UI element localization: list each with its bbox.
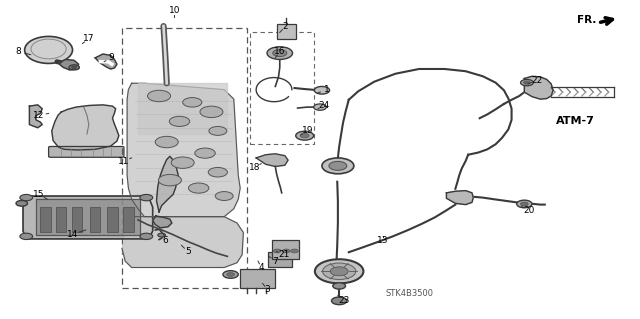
Circle shape <box>227 272 234 276</box>
Circle shape <box>158 233 166 237</box>
Bar <box>122 28 246 288</box>
Circle shape <box>291 249 298 253</box>
Text: 17: 17 <box>83 34 95 43</box>
Polygon shape <box>60 59 79 70</box>
Text: 20: 20 <box>524 206 535 215</box>
Circle shape <box>188 183 209 193</box>
Circle shape <box>273 249 281 253</box>
Circle shape <box>140 233 153 240</box>
Bar <box>272 240 299 259</box>
Circle shape <box>322 158 354 174</box>
Text: 15: 15 <box>33 190 45 199</box>
Circle shape <box>333 283 346 289</box>
Polygon shape <box>256 154 288 167</box>
Bar <box>108 206 118 232</box>
Circle shape <box>20 195 33 201</box>
Circle shape <box>329 161 347 170</box>
Polygon shape <box>122 217 243 268</box>
Ellipse shape <box>25 36 72 63</box>
Circle shape <box>296 131 314 140</box>
Bar <box>72 206 83 232</box>
Text: ATM-7: ATM-7 <box>556 116 595 126</box>
Circle shape <box>170 116 189 126</box>
Circle shape <box>315 259 364 283</box>
Text: 22: 22 <box>531 76 543 85</box>
Circle shape <box>520 202 528 206</box>
Polygon shape <box>153 216 172 228</box>
Text: 19: 19 <box>301 126 313 135</box>
Polygon shape <box>23 196 153 239</box>
Text: 10: 10 <box>169 6 180 15</box>
Text: 3: 3 <box>265 285 271 294</box>
Bar <box>240 269 275 288</box>
Text: 11: 11 <box>118 157 130 166</box>
Circle shape <box>314 104 326 110</box>
Text: 7: 7 <box>273 257 278 266</box>
Circle shape <box>524 81 530 84</box>
Text: 24: 24 <box>319 101 330 110</box>
Circle shape <box>20 233 33 240</box>
Text: 1: 1 <box>323 85 329 94</box>
Circle shape <box>282 249 290 253</box>
Circle shape <box>182 98 202 107</box>
Bar <box>268 252 292 268</box>
Polygon shape <box>447 191 473 204</box>
Text: 2: 2 <box>283 22 289 31</box>
Polygon shape <box>29 105 42 128</box>
Circle shape <box>520 79 533 86</box>
Circle shape <box>273 50 287 56</box>
Text: 4: 4 <box>259 263 264 272</box>
Polygon shape <box>95 54 117 69</box>
Text: 12: 12 <box>33 111 45 120</box>
Circle shape <box>148 90 171 102</box>
Circle shape <box>516 200 532 208</box>
Circle shape <box>195 148 215 158</box>
Circle shape <box>208 167 227 177</box>
Bar <box>56 206 67 232</box>
Text: 9: 9 <box>108 53 114 62</box>
Text: 21: 21 <box>278 250 289 259</box>
Text: 5: 5 <box>185 247 191 256</box>
Circle shape <box>330 267 348 276</box>
Polygon shape <box>127 83 240 217</box>
Circle shape <box>172 157 194 168</box>
Text: 23: 23 <box>339 296 350 305</box>
Circle shape <box>300 133 309 138</box>
Circle shape <box>267 47 292 59</box>
Circle shape <box>72 66 77 69</box>
Circle shape <box>323 263 356 279</box>
Bar <box>250 33 314 144</box>
Text: 16: 16 <box>274 47 285 56</box>
Circle shape <box>140 195 153 201</box>
Text: 13: 13 <box>377 236 388 245</box>
Circle shape <box>314 86 330 94</box>
Text: 18: 18 <box>249 163 260 172</box>
Text: FR.: FR. <box>577 15 596 25</box>
Text: 6: 6 <box>163 236 168 245</box>
Circle shape <box>209 126 227 135</box>
Bar <box>124 206 134 232</box>
Circle shape <box>156 136 178 148</box>
Text: 8: 8 <box>15 47 21 56</box>
Polygon shape <box>157 156 178 212</box>
Text: STK4B3500: STK4B3500 <box>385 289 433 298</box>
Bar <box>40 206 51 232</box>
Polygon shape <box>524 76 553 99</box>
Polygon shape <box>36 199 140 235</box>
Bar <box>90 206 100 232</box>
Circle shape <box>159 174 181 186</box>
Circle shape <box>215 192 233 200</box>
Circle shape <box>200 106 223 118</box>
Circle shape <box>332 297 347 305</box>
Text: 14: 14 <box>67 230 79 239</box>
Circle shape <box>69 65 79 70</box>
Circle shape <box>16 200 28 206</box>
Circle shape <box>223 271 238 278</box>
Bar <box>276 24 296 39</box>
FancyBboxPatch shape <box>49 146 124 157</box>
Polygon shape <box>52 105 119 150</box>
Polygon shape <box>138 83 227 134</box>
